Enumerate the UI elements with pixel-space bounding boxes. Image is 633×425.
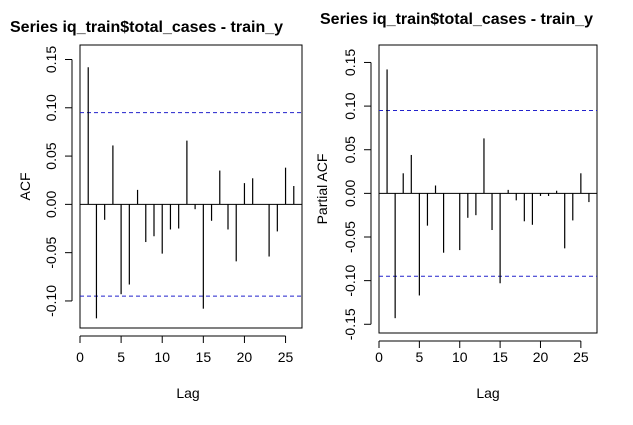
x-tick-label: 25 xyxy=(573,349,589,365)
plot-frame xyxy=(378,44,598,334)
x-axis-label: Lag xyxy=(476,385,499,401)
y-tick-label: 0.00 xyxy=(342,180,358,207)
x-axis-label: Lag xyxy=(176,385,199,401)
x-tick-label: 25 xyxy=(278,349,294,365)
x-tick-label: 20 xyxy=(237,349,253,365)
y-axis-label: ACF xyxy=(17,173,33,201)
acf-chart: Series iq_train$total_cases - train_y 0 5 1… xyxy=(10,19,303,401)
y-tick-label: 0.10 xyxy=(342,92,358,119)
y-tick-label: -0.10 xyxy=(342,264,358,296)
x-tick-label: 10 xyxy=(452,349,468,365)
x-tick-label: 5 xyxy=(415,349,423,365)
x-tick-label: 5 xyxy=(117,349,125,365)
chart-title: Series iq_train$total_cases - train_y xyxy=(320,11,593,28)
y-tick-label: 0.05 xyxy=(43,142,59,169)
y-tick-label: 0.10 xyxy=(43,94,59,121)
y-axis-label: Partial ACF xyxy=(314,154,330,225)
y-tick-label: -0.10 xyxy=(43,285,59,317)
x-tick-label: 15 xyxy=(196,349,212,365)
y-tick-label: -0.15 xyxy=(342,308,358,340)
y-tick-label: 0.00 xyxy=(43,191,59,218)
x-tick-label: 15 xyxy=(492,349,508,365)
x-tick-label: 0 xyxy=(375,349,383,365)
y-tick-label: 0.05 xyxy=(342,136,358,163)
plot-frame xyxy=(79,44,303,329)
y-tick-label: -0.05 xyxy=(43,236,59,268)
x-tick-label: 0 xyxy=(76,349,84,365)
x-tick-label: 10 xyxy=(154,349,170,365)
chart-title: Series iq_train$total_cases - train_y xyxy=(10,19,283,36)
y-tick-label: -0.05 xyxy=(342,221,358,253)
y-tick-label: 0.15 xyxy=(43,46,59,73)
pacf-chart: Series iq_train$total_cases - train_y 0 5 1… xyxy=(314,11,598,401)
y-tick-label: 0.15 xyxy=(342,49,358,76)
x-tick-label: 20 xyxy=(533,349,549,365)
